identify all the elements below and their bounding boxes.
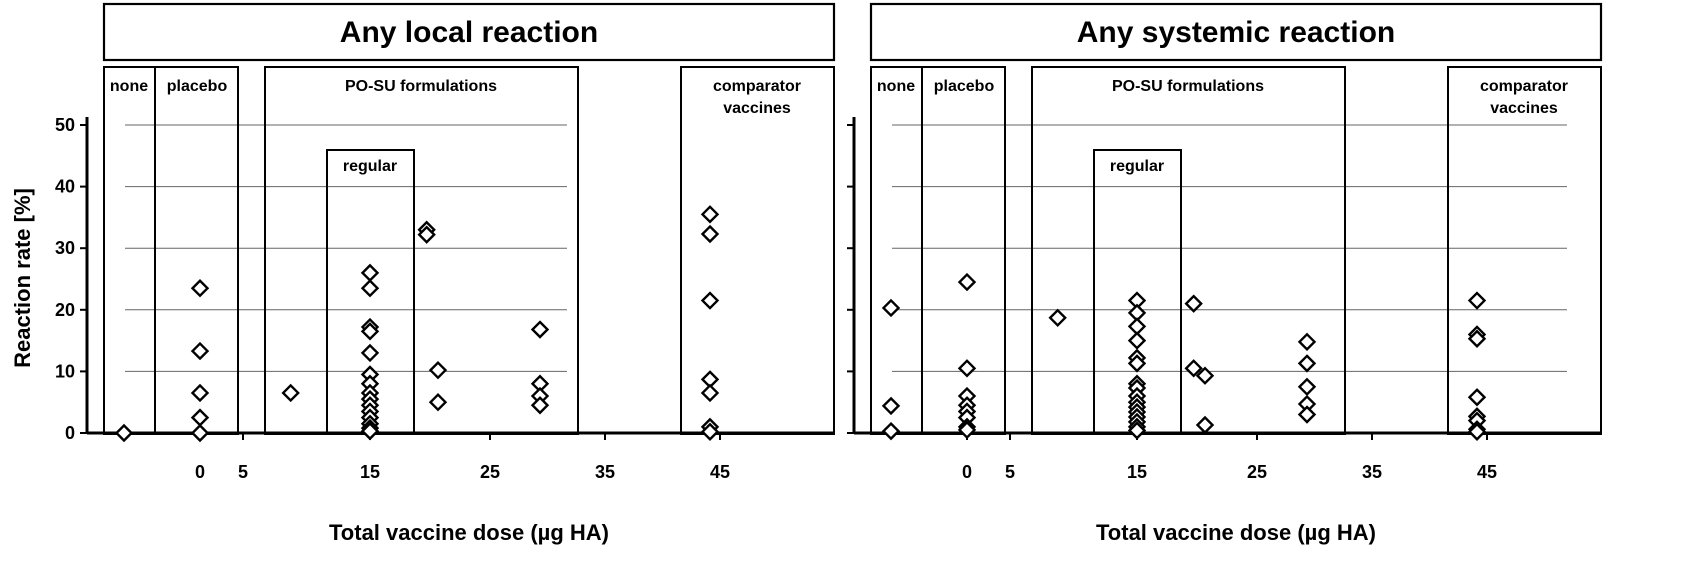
x-tick-label: 0 bbox=[962, 462, 972, 482]
chart-title: Any systemic reaction bbox=[1077, 16, 1395, 49]
group-box-none bbox=[103, 66, 156, 435]
y-tick-label: 40 bbox=[55, 177, 75, 197]
data-point bbox=[1195, 366, 1215, 385]
x-tick-label: 35 bbox=[1362, 462, 1382, 482]
group-box-placebo bbox=[154, 66, 239, 435]
group-box-po-su-label: PO-SU formulations bbox=[345, 78, 497, 95]
y-axis-label: Reaction rate [%] bbox=[10, 188, 35, 368]
group-box-placebo-label: placebo bbox=[167, 78, 228, 95]
group-box-none-label: none bbox=[877, 78, 915, 95]
data-point bbox=[360, 279, 380, 298]
x-axis-label: Total vaccine dose (µg HA) bbox=[329, 520, 609, 545]
y-tick-label: 50 bbox=[55, 115, 75, 135]
data-point bbox=[881, 421, 901, 441]
group-box-regular-label: regular bbox=[343, 158, 397, 175]
data-point bbox=[360, 263, 380, 283]
data-point bbox=[190, 341, 210, 361]
group-box-comparator-label: comparator vaccines bbox=[713, 78, 801, 117]
data-point bbox=[1127, 354, 1147, 373]
data-point bbox=[360, 322, 380, 341]
x-tick-label: 15 bbox=[360, 462, 380, 482]
data-point bbox=[1467, 329, 1487, 348]
x-tick-label: 15 bbox=[1127, 462, 1147, 482]
data-point bbox=[1297, 377, 1317, 396]
data-point bbox=[360, 421, 380, 441]
title-box bbox=[102, 2, 836, 62]
title-box bbox=[869, 2, 1603, 62]
data-point bbox=[190, 423, 210, 443]
data-point bbox=[881, 396, 901, 416]
x-tick-label: 0 bbox=[195, 462, 205, 482]
data-point bbox=[700, 291, 720, 310]
group-box-comparator-label: comparator vaccines bbox=[1480, 78, 1568, 117]
data-point bbox=[700, 422, 720, 441]
x-tick-label: 45 bbox=[710, 462, 730, 482]
group-box-none-label: none bbox=[110, 78, 148, 95]
data-point bbox=[530, 320, 550, 339]
data-point bbox=[1184, 359, 1203, 378]
data-point bbox=[1467, 291, 1487, 310]
y-tick-label: 0 bbox=[65, 423, 75, 443]
data-point bbox=[700, 383, 720, 403]
x-tick-label: 25 bbox=[1247, 462, 1267, 482]
data-point bbox=[190, 279, 210, 298]
data-point bbox=[190, 383, 210, 403]
group-box-po-su-label: PO-SU formulations bbox=[1112, 78, 1264, 95]
data-point bbox=[1297, 354, 1317, 373]
chart-title: Any local reaction bbox=[340, 16, 598, 49]
data-point bbox=[881, 298, 901, 318]
data-point bbox=[957, 420, 977, 440]
data-point bbox=[1127, 331, 1147, 350]
data-point bbox=[428, 360, 448, 380]
x-tick-label: 5 bbox=[1005, 462, 1015, 482]
group-box-regular-label: regular bbox=[1110, 158, 1164, 175]
data-point bbox=[281, 383, 300, 403]
y-tick-label: 20 bbox=[55, 300, 75, 320]
data-point bbox=[530, 396, 550, 415]
x-tick-label: 45 bbox=[1477, 462, 1497, 482]
data-point bbox=[957, 359, 977, 378]
data-point bbox=[360, 343, 380, 363]
y-tick-label: 10 bbox=[55, 361, 75, 381]
x-axis-label: Total vaccine dose (µg HA) bbox=[1096, 520, 1376, 545]
data-point bbox=[1127, 421, 1147, 440]
data-point bbox=[1195, 415, 1215, 435]
data-point bbox=[417, 225, 436, 244]
chart-panel-2: Any systemic reaction none placebo PO-SU fo… bbox=[847, 2, 1603, 545]
data-point bbox=[700, 224, 720, 244]
data-point bbox=[957, 272, 977, 292]
data-point bbox=[700, 205, 720, 224]
group-box-placebo-label: placebo bbox=[934, 78, 995, 95]
data-point bbox=[114, 423, 134, 443]
group-box-po-su bbox=[264, 66, 579, 435]
group-box-none bbox=[870, 66, 923, 435]
x-tick-label: 35 bbox=[595, 462, 615, 482]
data-point bbox=[1048, 308, 1067, 328]
data-point bbox=[190, 408, 210, 427]
x-tick-label: 5 bbox=[238, 462, 248, 482]
data-point bbox=[1467, 422, 1487, 441]
data-point bbox=[1297, 405, 1317, 424]
group-box-placebo bbox=[921, 66, 1006, 435]
y-tick-label: 30 bbox=[55, 238, 75, 258]
group-box-comparator bbox=[1447, 66, 1602, 435]
chart-panel-1: Any local reaction none placebo PO-SU formu… bbox=[55, 2, 836, 545]
data-point bbox=[428, 393, 448, 412]
x-tick-label: 25 bbox=[480, 462, 500, 482]
group-box-po-su bbox=[1031, 66, 1346, 435]
data-point bbox=[1297, 332, 1317, 352]
data-point bbox=[1184, 294, 1203, 313]
data-point bbox=[1467, 388, 1487, 407]
